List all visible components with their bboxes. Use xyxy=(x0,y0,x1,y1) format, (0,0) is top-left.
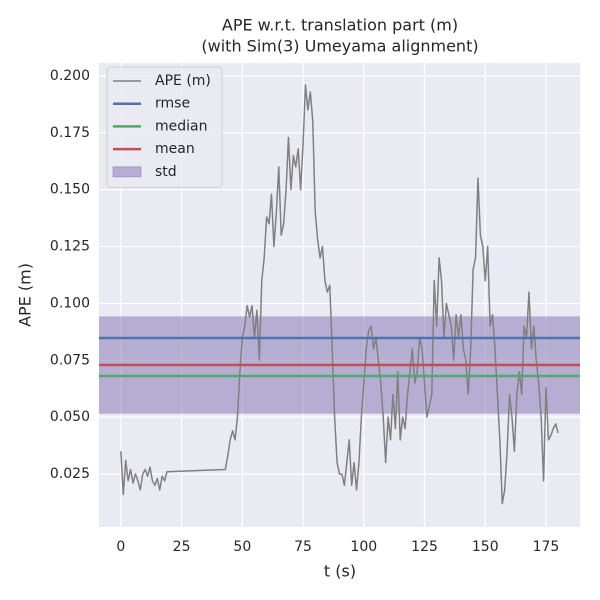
legend-label: mean xyxy=(155,141,195,157)
y-tick-label: 0.175 xyxy=(50,125,90,141)
x-tick-label: 0 xyxy=(116,539,125,555)
legend-label: rmse xyxy=(155,96,190,112)
y-tick-label: 0.200 xyxy=(50,68,90,84)
y-tick-label: 0.125 xyxy=(50,239,90,255)
x-tick-label: 125 xyxy=(411,539,438,555)
y-tick-label: 0.150 xyxy=(50,182,90,198)
y-tick-label: 0.075 xyxy=(50,352,90,368)
x-tick-label: 100 xyxy=(350,539,377,555)
y-tick-label: 0.025 xyxy=(50,466,90,482)
legend-swatch xyxy=(112,166,142,178)
x-tick-label: 175 xyxy=(533,539,560,555)
legend-box xyxy=(106,66,223,188)
x-tick-label: 50 xyxy=(233,539,251,555)
x-tick-label: 25 xyxy=(173,539,191,555)
y-tick-label: 0.100 xyxy=(50,295,90,311)
legend-label: std xyxy=(155,164,177,180)
x-tick-label: 150 xyxy=(472,539,499,555)
legend-label: APE (m) xyxy=(155,73,211,89)
y-tick-label: 0.050 xyxy=(50,409,90,425)
chart-subtitle: (with Sim(3) Umeyama alignment) xyxy=(201,37,478,56)
chart-title: APE w.r.t. translation part (m) xyxy=(222,16,458,35)
y-axis-label: APE (m) xyxy=(16,263,35,327)
x-axis-label: t (s) xyxy=(324,562,356,581)
x-tick-label: 75 xyxy=(294,539,312,555)
legend-label: median xyxy=(155,118,207,134)
